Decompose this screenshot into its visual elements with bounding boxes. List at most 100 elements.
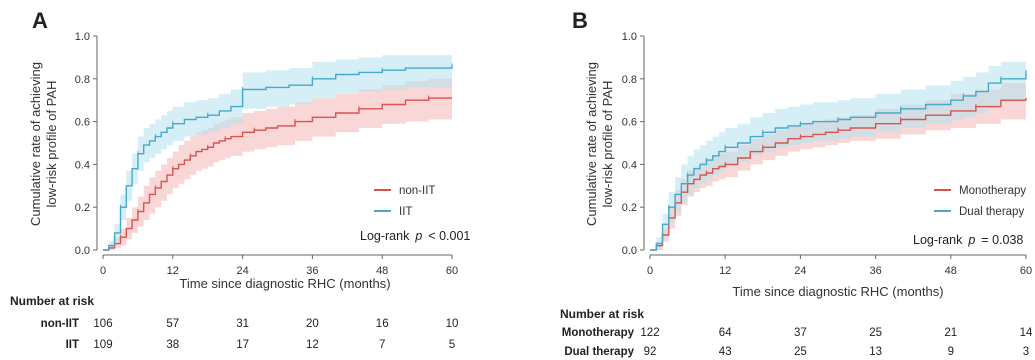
x-axis-label: Time since diagnostic RHC (months)	[732, 284, 943, 299]
panel-label: B	[572, 8, 588, 33]
y-axis-label-line-1: Cumulative rate of achieving	[28, 62, 43, 226]
risk-row-label: IIT	[66, 339, 79, 351]
y-ticks-a: 0.0 0.2 0.4 0.6 0.8 1.0	[75, 31, 97, 257]
risk-count: 31	[236, 318, 249, 330]
x-axis-label: Time since diagnostic RHC (months)	[179, 276, 390, 291]
risk-count: 9	[948, 346, 954, 358]
p-value: = 0.038	[981, 233, 1023, 247]
x-tick-label: 48	[945, 265, 957, 277]
y-tick-label: 1.0	[622, 31, 637, 43]
panel-label: A	[32, 8, 48, 33]
risk-count: 20	[306, 318, 319, 330]
x-tick-label: 60	[1020, 265, 1032, 277]
risk-count: 16	[376, 318, 389, 330]
km-curve-series-0	[650, 98, 1027, 251]
legend-label-dual-therapy: Dual therapy	[959, 206, 1024, 218]
risk-count: 106	[93, 318, 112, 330]
ci-band-series-0	[103, 78, 452, 250]
x-tick-label: 0	[647, 265, 653, 277]
legend-label-non-iit: non-IIT	[399, 185, 435, 197]
panel-b: B Cumulative rate of achieving low-risk …	[560, 8, 1033, 358]
km-curve-series-0	[103, 97, 452, 251]
plot-area-a	[103, 53, 453, 251]
log-rank-label: Log-rank	[913, 233, 963, 247]
x-tick-label: 0	[100, 265, 106, 277]
p-symbol: p	[414, 229, 422, 243]
km-curve-series-1	[650, 70, 1027, 251]
x-tick-label: 48	[376, 265, 388, 277]
risk-count: 38	[166, 339, 179, 351]
x-tick-label: 36	[306, 265, 318, 277]
y-tick-label: 0.4	[622, 159, 637, 171]
x-tick-label: 24	[794, 265, 806, 277]
y-tick-label: 0.4	[75, 159, 90, 171]
legend-b: Monotherapy Dual therapy	[934, 185, 1026, 218]
risk-table-b: 122 64 37 25 21 14 92 43 25 13 9 3	[640, 327, 1033, 358]
risk-count: 21	[944, 327, 957, 339]
x-tick-label: 12	[719, 265, 731, 277]
x-tick-label: 36	[869, 265, 881, 277]
legend-label-iit: IIT	[399, 206, 412, 218]
risk-count: 37	[794, 327, 807, 339]
risk-count: 14	[1020, 327, 1033, 339]
x-axis-a: 0 12 24 36 48 60	[100, 254, 458, 277]
y-tick-label: 0.6	[622, 117, 637, 129]
risk-count: 10	[446, 318, 459, 330]
risk-count: 122	[640, 327, 659, 339]
risk-count: 64	[719, 327, 732, 339]
x-tick-label: 12	[167, 265, 179, 277]
y-axis-label-line-1: Cumulative rate of achieving	[584, 62, 599, 226]
risk-count: 43	[719, 346, 732, 358]
y-ticks-b: 0.0 0.2 0.4 0.6 0.8 1.0	[622, 31, 644, 257]
y-axis-label-line-2: low-risk profile of PAH	[44, 81, 59, 208]
km-curve-series-1	[103, 66, 453, 251]
risk-count: 7	[379, 339, 385, 351]
y-tick-label: 0.0	[622, 245, 637, 257]
risk-row-label: Dual therapy	[564, 346, 634, 358]
y-axis-b: 0.0 0.2 0.4 0.6 0.8 1.0	[622, 31, 645, 257]
p-symbol: p	[967, 233, 975, 247]
x-ticks-a: 0 12 24 36 48 60	[100, 255, 458, 277]
y-tick-label: 1.0	[75, 31, 90, 43]
risk-count: 12	[306, 339, 319, 351]
y-tick-label: 0.0	[75, 245, 90, 257]
risk-count: 3	[1023, 346, 1029, 358]
y-tick-label: 0.6	[75, 117, 90, 129]
risk-count: 17	[236, 339, 249, 351]
risk-count: 13	[869, 346, 882, 358]
risk-count: 5	[449, 339, 455, 351]
y-axis-label-line-2: low-risk profile of PAH	[600, 81, 615, 208]
log-rank-annotation: Log-rank p < 0.001	[360, 229, 470, 243]
risk-count: 25	[869, 327, 882, 339]
x-axis-b: 0 12 24 36 48 60	[647, 254, 1032, 277]
legend-a: non-IIT IIT	[374, 185, 435, 218]
risk-count: 92	[644, 346, 657, 358]
plot-area-b	[650, 57, 1027, 251]
risk-count: 57	[166, 318, 179, 330]
risk-table-a: 106 57 31 20 16 10 109 38 17 12 7 5	[93, 318, 458, 351]
y-tick-label: 0.8	[622, 74, 637, 86]
risk-count: 109	[93, 339, 112, 351]
risk-row-label: Monotherapy	[562, 327, 635, 339]
x-ticks-b: 0 12 24 36 48 60	[647, 255, 1032, 277]
log-rank-annotation: Log-rank p = 0.038	[913, 233, 1023, 247]
risk-table-title: Number at risk	[560, 307, 644, 321]
risk-row-label: non-IIT	[41, 318, 79, 330]
x-tick-label: 24	[236, 265, 248, 277]
risk-count: 25	[794, 346, 807, 358]
y-axis-a: 0.0 0.2 0.4 0.6 0.8 1.0	[75, 31, 98, 257]
ci-band-series-1	[650, 57, 1026, 251]
log-rank-label: Log-rank	[360, 229, 410, 243]
risk-table-title: Number at risk	[10, 294, 94, 308]
p-value: < 0.001	[428, 229, 470, 243]
y-tick-label: 0.2	[75, 202, 90, 214]
ci-band-series-1	[103, 53, 452, 250]
x-tick-label: 60	[446, 265, 458, 277]
panel-a: A Cumulative rate of achieving low-risk …	[10, 8, 470, 351]
y-tick-label: 0.8	[75, 74, 90, 86]
y-tick-label: 0.2	[622, 202, 637, 214]
legend-label-monotherapy: Monotherapy	[959, 185, 1026, 197]
